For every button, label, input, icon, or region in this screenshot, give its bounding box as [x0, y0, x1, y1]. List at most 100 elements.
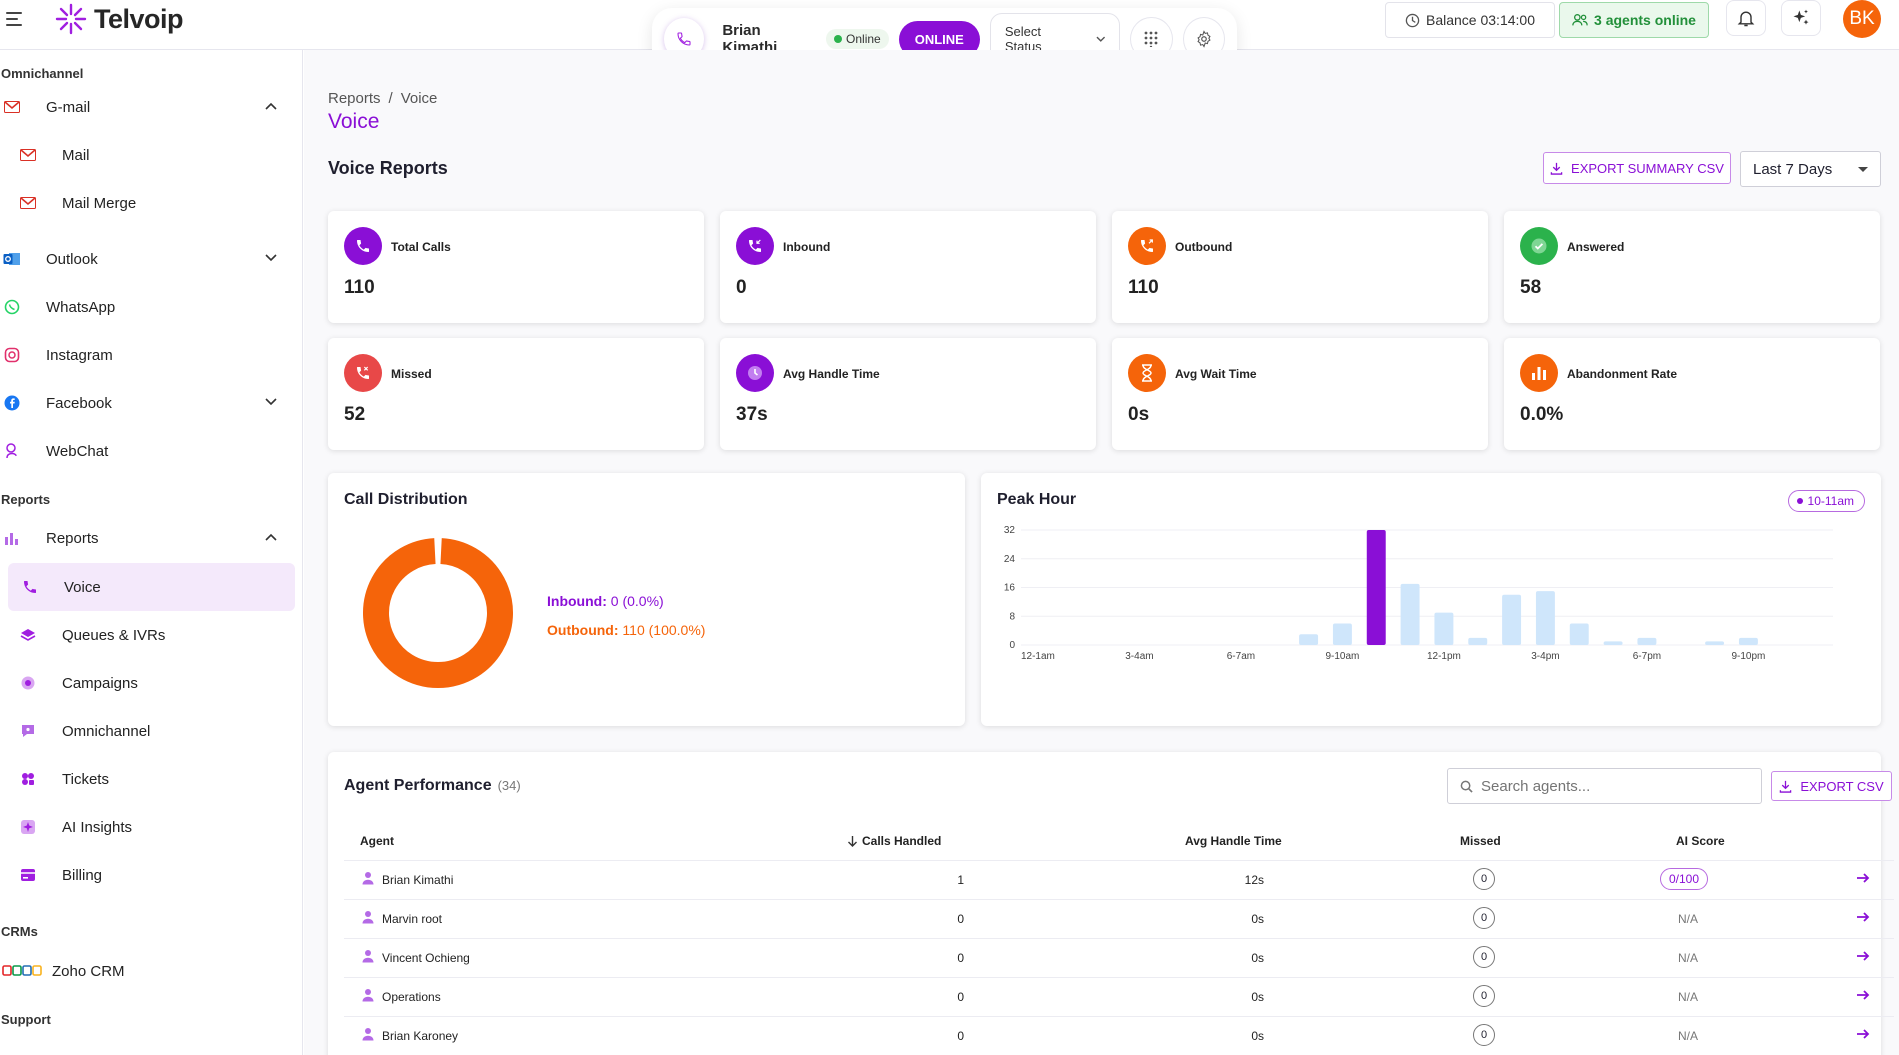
arrow-right-icon[interactable]	[1856, 871, 1870, 885]
stat-label: Outbound	[1175, 240, 1233, 254]
breadcrumb-separator: /	[388, 90, 393, 107]
bar-4-5pm[interactable]	[1569, 623, 1589, 645]
section-label-support: Support	[1, 1012, 51, 1027]
sidebar-item-gmail[interactable]: G-mail	[0, 83, 300, 131]
agents-online-badge[interactable]: 3 agents online	[1559, 2, 1709, 38]
ai-assistant-button[interactable]	[1781, 0, 1821, 36]
column-missed[interactable]: Missed	[1460, 834, 1501, 848]
breadcrumb-reports[interactable]: Reports	[328, 90, 381, 107]
table-row[interactable]: Brian Karoney 0 0s 0 N/A	[344, 1016, 1894, 1055]
gmail-icon	[2, 97, 22, 117]
search-agents-box[interactable]	[1447, 768, 1762, 804]
donut-slice-outbound[interactable]	[363, 538, 513, 688]
sidebar-item-queues[interactable]: Queues & IVRs	[0, 611, 300, 659]
date-range-select[interactable]: Last 7 Days	[1740, 151, 1881, 187]
phone-outgoing-icon	[1128, 227, 1166, 265]
sidebar-item-zoho-crm[interactable]: Zoho CRM	[0, 947, 300, 995]
chevron-up-icon[interactable]	[264, 530, 278, 544]
ai-score-badge[interactable]: 0/100	[1660, 868, 1709, 890]
missed-cell: 0	[1473, 1024, 1495, 1046]
sidebar-item-mail-merge[interactable]: Mail Merge	[0, 179, 300, 227]
bar-9-10am[interactable]	[1332, 623, 1352, 645]
stat-card-abandonment-rate: Abandonment Rate 0.0%	[1504, 338, 1880, 450]
bar-10-11am[interactable]	[1366, 530, 1386, 645]
logo[interactable]: Telvoip	[54, 2, 184, 36]
search-agents-input[interactable]	[1481, 777, 1741, 795]
sidebar-item-facebook[interactable]: Facebook	[0, 379, 300, 427]
stat-card-avg-handle-time: Avg Handle Time 37s	[720, 338, 1096, 450]
column-agent[interactable]: Agent	[360, 834, 394, 848]
sidebar-item-reports[interactable]: Reports	[0, 514, 300, 562]
export-summary-label: EXPORT SUMMARY CSV	[1571, 160, 1724, 176]
clock-icon	[736, 354, 774, 392]
ai-score-cell: N/A	[1678, 1029, 1699, 1043]
peak-hour-chart: 0 8 16 24 32 12-1am 3-4am 6-7am 9-10am 12-1pm 3-4p…	[1004, 525, 1833, 662]
arrow-down-icon	[848, 836, 857, 847]
sidebar-item-instagram[interactable]: Instagram	[0, 331, 300, 379]
sidebar-item-mail[interactable]: Mail	[0, 131, 300, 179]
notifications-button[interactable]	[1726, 0, 1766, 36]
sidebar-item-campaigns[interactable]: Campaigns	[0, 659, 300, 707]
menu-toggle-icon[interactable]	[6, 8, 28, 30]
peak-hour-panel: Peak Hour 10-11am 0 8 16 24 32 12-1am 3-4am 6-7…	[981, 473, 1881, 726]
bar-9-10pm[interactable]	[1738, 637, 1758, 645]
ai-score-cell: N/A	[1678, 990, 1699, 1004]
bar-3-4pm[interactable]	[1535, 591, 1555, 645]
export-csv-label: EXPORT CSV	[1800, 778, 1884, 794]
bar-1-2pm[interactable]	[1468, 637, 1488, 645]
agent-name-cell[interactable]: Operations	[382, 990, 441, 1004]
agent-name-cell[interactable]: Vincent Ochieng	[382, 951, 470, 965]
stat-value: 52	[344, 404, 366, 425]
bar-11-12pm[interactable]	[1400, 583, 1420, 645]
stat-value: 110	[344, 277, 375, 298]
sidebar-item-voice[interactable]: Voice	[8, 563, 295, 611]
sidebar-item-tickets[interactable]: Tickets	[0, 755, 300, 803]
arrow-right-icon[interactable]	[1856, 949, 1870, 963]
sidebar-item-webchat[interactable]: WebChat	[0, 427, 300, 475]
sidebar-item-outlook[interactable]: Outlook	[0, 235, 300, 283]
bar-8-9pm[interactable]	[1705, 641, 1725, 645]
table-row[interactable]: Marvin root 0 0s 0 N/A	[344, 899, 1894, 938]
chevron-down-icon[interactable]	[264, 395, 278, 409]
export-csv-button[interactable]: EXPORT CSV	[1771, 771, 1892, 801]
y-tick-label: 24	[1004, 554, 1016, 565]
bar-2-3pm[interactable]	[1502, 594, 1522, 645]
main-content: Reports / Voice Voice Voice Reports EXPORT…	[304, 50, 1899, 1055]
user-avatar[interactable]: BK	[1843, 0, 1881, 38]
bar-8-9am[interactable]	[1299, 634, 1319, 645]
outlook-icon	[2, 249, 22, 269]
whatsapp-icon	[2, 297, 22, 317]
online-dot-icon	[834, 35, 843, 43]
sidebar-item-omnichannel[interactable]: Omnichannel	[0, 707, 300, 755]
stat-value: 110	[1128, 277, 1159, 298]
arrow-right-icon[interactable]	[1856, 1027, 1870, 1041]
table-row[interactable]: Vincent Ochieng 0 0s 0 N/A	[344, 938, 1894, 977]
sidebar-item-label: Mail Merge	[62, 194, 137, 212]
table-row[interactable]: Operations 0 0s 0 N/A	[344, 977, 1894, 1016]
sidebar-item-label: WebChat	[46, 442, 109, 460]
export-summary-csv-button[interactable]: EXPORT SUMMARY CSV	[1543, 152, 1731, 184]
x-tick-label: 3-4am	[1125, 651, 1153, 662]
table-row[interactable]: Brian Kimathi 1 12s 0 0/100	[344, 860, 1894, 899]
column-ai-score[interactable]: AI Score	[1676, 834, 1725, 848]
peak-hour-title: Peak Hour	[997, 491, 1077, 508]
arrow-right-icon[interactable]	[1856, 910, 1870, 924]
sidebar-item-billing[interactable]: Billing	[0, 851, 300, 899]
chevron-down-icon[interactable]	[264, 251, 278, 265]
stat-card-outbound: Outbound 110	[1112, 211, 1488, 323]
column-calls-handled[interactable]: Calls Handled	[847, 834, 941, 848]
section-label-reports: Reports	[1, 492, 51, 507]
legend-outbound: Outbound: 110 (100.0%)	[547, 622, 705, 638]
agent-name-cell[interactable]: Marvin root	[382, 912, 443, 926]
column-avg-handle-time[interactable]: Avg Handle Time	[1185, 834, 1282, 848]
bar-5-6pm[interactable]	[1603, 641, 1623, 645]
chevron-up-icon[interactable]	[264, 99, 278, 113]
arrow-right-icon[interactable]	[1856, 988, 1870, 1002]
avg-handle-time-cell: 0s	[1251, 912, 1264, 926]
agent-name-cell[interactable]: Brian Karoney	[382, 1029, 459, 1043]
bar-12-1pm[interactable]	[1434, 612, 1454, 645]
agent-name-cell[interactable]: Brian Kimathi	[382, 873, 454, 887]
bar-6-7pm[interactable]	[1637, 637, 1657, 645]
sidebar-item-ai-insights[interactable]: AI Insights	[0, 803, 300, 851]
sidebar-item-whatsapp[interactable]: WhatsApp	[0, 283, 300, 331]
